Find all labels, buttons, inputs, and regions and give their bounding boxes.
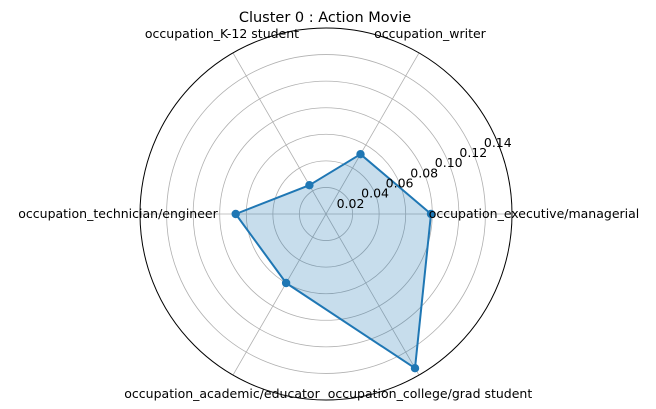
category-label-5: occupation_college/grad student (328, 386, 533, 401)
r-tick-label-1: 0.04 (361, 186, 389, 201)
data-point-2 (305, 181, 314, 190)
data-point-4 (281, 278, 291, 288)
data-point-1 (356, 150, 365, 159)
data-point-0 (426, 209, 436, 219)
spoke-1 (325, 52, 420, 215)
radial-tick-labels: 0.020.040.060.080.100.120.14 (337, 135, 512, 211)
spoke-5 (325, 213, 420, 376)
r-tick-label-5: 0.12 (459, 145, 487, 160)
series-fill-0 (235, 154, 431, 369)
category-label-4: occupation_academic/educator (124, 386, 320, 401)
r-tick-label-3: 0.08 (410, 165, 438, 180)
r-tick-label-6: 0.14 (484, 135, 512, 150)
r-tick-label-2: 0.06 (386, 176, 414, 191)
category-label-2: occupation_K-12 student (145, 26, 299, 41)
outer-ring (139, 27, 513, 401)
category-labels: occupation_executive/managerial occupatio… (18, 26, 639, 401)
series-layer (231, 150, 436, 373)
category-label-0: occupation_executive/managerial (429, 206, 640, 221)
spoke-4 (232, 213, 327, 376)
chart-title: Cluster 0 : Action Movie (239, 10, 411, 26)
data-point-5 (410, 364, 420, 373)
category-label-1: occupation_writer (374, 26, 487, 41)
r-tick-label-4: 0.10 (435, 155, 463, 170)
data-point-3 (231, 209, 240, 219)
category-label-3: occupation_technician/engineer (18, 206, 218, 221)
r-tick-label-0: 0.02 (337, 196, 365, 211)
